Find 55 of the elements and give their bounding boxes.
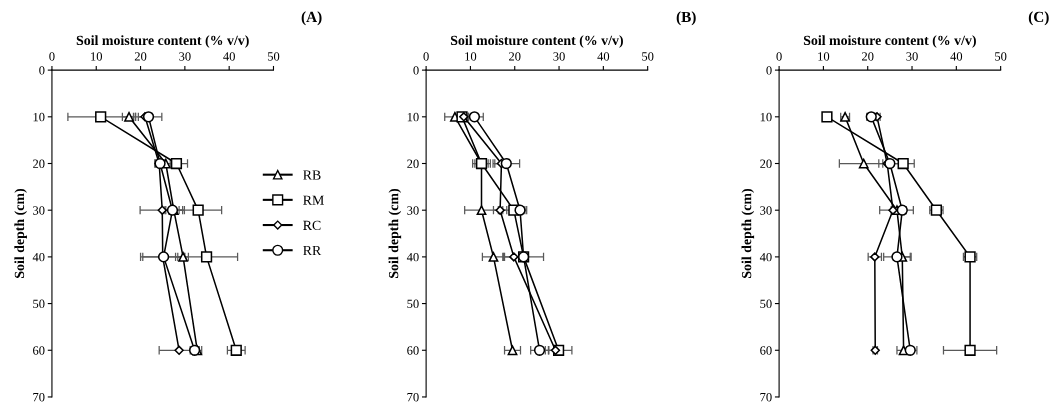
x-tick-label: 50 (642, 52, 654, 61)
y-tick-label: 70 (33, 392, 45, 402)
y-tick-label: 30 (760, 206, 772, 215)
y-tick-label: 0 (413, 66, 419, 75)
y-axis-title: Soil depth (cm) (741, 189, 755, 278)
x-axis-title: Soil moisture content (% v/v) (450, 35, 623, 48)
y-tick-label: 40 (759, 252, 772, 262)
x-tick-label: 30 (906, 52, 918, 61)
y-tick-label: 40 (32, 252, 45, 262)
x-tick-label: 0 (776, 52, 782, 61)
x-tick-label: 20 (509, 52, 521, 61)
x-axis-title: Soil moisture content (% v/v) (803, 35, 976, 48)
x-tick-label: 50 (995, 52, 1007, 61)
legend-label: RB (303, 170, 321, 180)
y-tick-label: 60 (33, 346, 45, 355)
legend-label: RC (303, 220, 321, 231)
y-tick-label: 70 (407, 392, 419, 402)
y-tick-label: 70 (760, 392, 772, 402)
y-tick-label: 50 (33, 299, 45, 309)
text: (A) (301, 11, 322, 26)
x-tick-label: 10 (465, 52, 477, 61)
y-tick-label: 50 (760, 299, 772, 309)
y-tick-label: 20 (760, 159, 772, 168)
y-tick-label: 10 (760, 112, 772, 122)
x-tick-label: 20 (862, 52, 874, 61)
text: (C) (1028, 11, 1049, 26)
y-tick-label: 10 (407, 112, 419, 122)
y-tick-label: 30 (407, 206, 419, 215)
y-tick-label: 20 (407, 159, 419, 168)
x-tick-label: 40 (223, 52, 235, 61)
x-tick-label: 40 (950, 52, 963, 61)
x-tick-label: 30 (553, 52, 565, 61)
y-tick-label: 60 (407, 346, 419, 355)
y-tick-label: 60 (760, 346, 772, 355)
legend-label: RR (303, 245, 322, 256)
x-tick-label: 0 (49, 52, 55, 61)
x-tick-label: 20 (134, 52, 147, 61)
x-tick-label: 0 (423, 52, 429, 61)
text: (B) (676, 11, 696, 26)
y-tick-label: 20 (33, 159, 45, 168)
y-axis-title: Soil depth (cm) (14, 189, 27, 278)
x-tick-label: 50 (267, 52, 280, 61)
y-tick-label: 30 (33, 206, 45, 215)
y-tick-label: 0 (39, 66, 45, 75)
y-tick-label: 0 (766, 66, 772, 75)
y-axis-title: Soil depth (cm) (388, 189, 402, 278)
y-tick-label: 10 (33, 112, 45, 122)
x-tick-label: 30 (179, 52, 191, 61)
x-tick-label: 40 (597, 52, 610, 61)
y-tick-label: 40 (406, 252, 419, 262)
x-tick-label: 10 (91, 52, 103, 61)
legend-label: RM (303, 195, 324, 205)
y-tick-label: 50 (407, 299, 419, 309)
x-tick-label: 10 (818, 52, 830, 61)
x-axis-title: Soil moisture content (% v/v) (76, 35, 249, 48)
